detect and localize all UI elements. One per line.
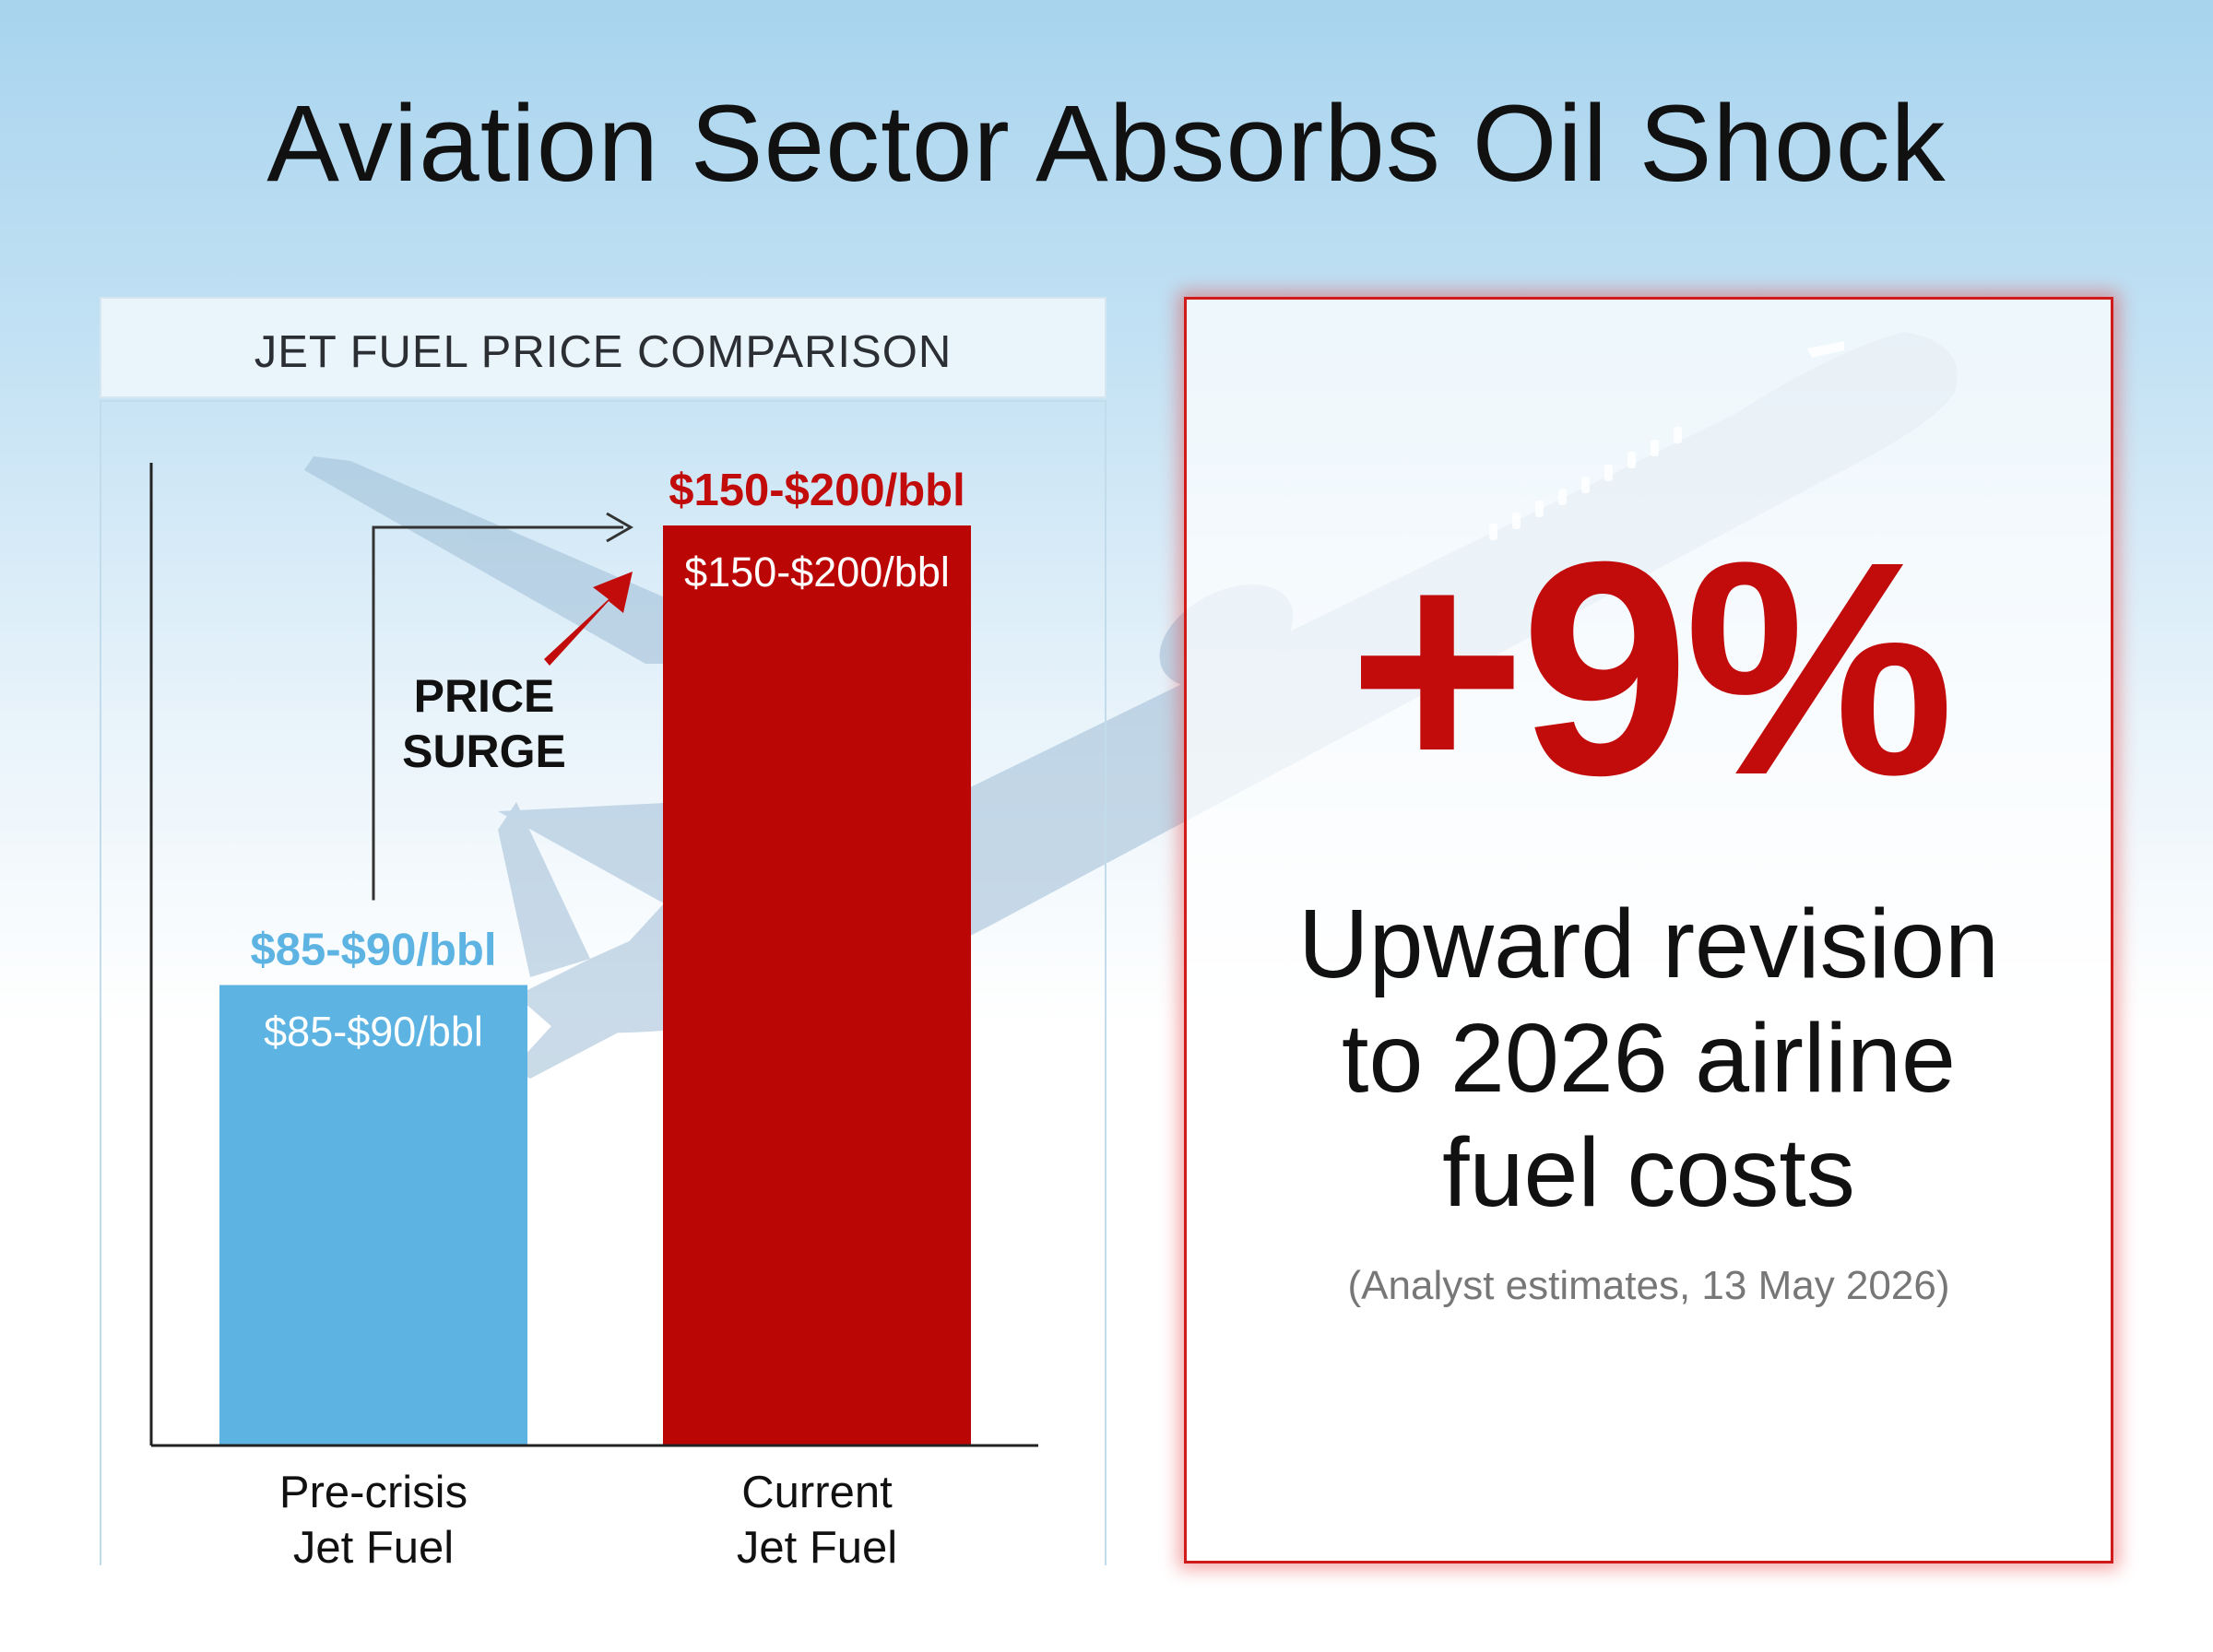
annotation-text: PRICE [414,670,555,722]
labels-layer: $85-$90/bbl $85-$90/bbl $150-$200/bbl $150-… [251,466,965,1056]
chart-panel-heading: JET FUEL PRICE COMPARISON [254,327,953,377]
surge-arrow-icon [544,572,633,666]
stat-description-line: fuel costs [1442,1118,1855,1227]
chart-panel-header: JET FUEL PRICE COMPARISON [100,297,1106,398]
bar [663,525,971,1445]
x-tick-label: Pre-crisis [279,1468,467,1517]
x-tick-label: Jet Fuel [737,1523,897,1573]
data-label-above: $150-$200/bbl [669,466,964,515]
stat-value-wrap: +9% [1184,0,2113,1652]
stat-card [1184,297,2113,1564]
data-label-inside: $85-$90/bbl [264,1009,483,1056]
stat-value: +9% [1348,498,1955,838]
bars-layer [219,525,971,1445]
stat-description-line: Upward revision [1298,890,1999,998]
x-tick-label: Current [741,1468,893,1517]
data-label-inside: $150-$200/bbl [684,549,950,596]
page-title: Aviation Sector Absorbs Oil Shock [266,83,1947,205]
connector-line [372,525,623,901]
bar [219,985,527,1445]
stat-description: Upward revision to 2026 airline fuel cos… [1184,887,2113,1230]
data-label-above: $85-$90/bbl [251,926,497,975]
stat-description-line: to 2026 airline [1342,1004,1956,1113]
stat-source: (Analyst estimates, 13 May 2026) [1347,1263,1950,1308]
category-labels: Pre-crisis Jet Fuel Current Jet Fuel [279,1468,897,1573]
connector-arrowhead-icon [606,512,634,543]
x-tick-label: Jet Fuel [293,1523,454,1573]
annotation-text: SURGE [402,726,566,777]
chart-panel [100,400,1106,1565]
